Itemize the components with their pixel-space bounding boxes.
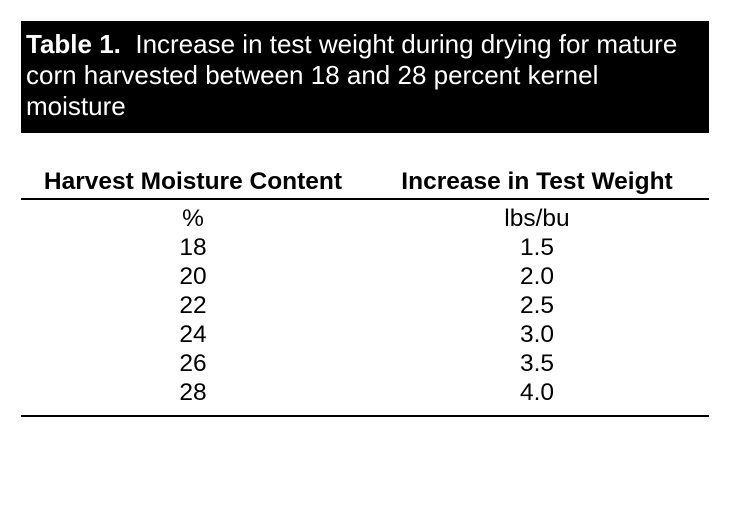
data-table: Harvest Moisture Content Increase in Tes… bbox=[21, 167, 709, 417]
table-row: 28 4.0 bbox=[21, 378, 709, 417]
cell-moisture: 24 bbox=[179, 321, 207, 348]
cell-test-weight: 2.0 bbox=[519, 263, 555, 290]
unit-moisture: % bbox=[182, 205, 204, 232]
cell-test-weight: 3.0 bbox=[519, 321, 555, 348]
cell-test-weight: 1.5 bbox=[519, 234, 555, 261]
cell-test-weight: 4.0 bbox=[365, 378, 709, 417]
cell-test-weight: 2.5 bbox=[519, 292, 555, 319]
header-test-weight-increase: Increase in Test Weight bbox=[365, 167, 709, 200]
cell-test-weight: 3.5 bbox=[519, 350, 555, 377]
table-row: 22 2.5 bbox=[21, 291, 709, 320]
table-caption-text: Increase in test weight during drying fo… bbox=[26, 29, 678, 121]
cell-moisture: 18 bbox=[179, 234, 207, 261]
table-row: 24 3.0 bbox=[21, 320, 709, 349]
units-row: % lbs/bu bbox=[21, 199, 709, 233]
unit-test-weight: lbs/bu bbox=[504, 205, 570, 232]
table-row: 26 3.5 bbox=[21, 349, 709, 378]
data-table-container: Harvest Moisture Content Increase in Tes… bbox=[21, 167, 709, 417]
header-harvest-moisture: Harvest Moisture Content bbox=[21, 167, 365, 200]
table-caption: Table 1. Increase in test weight during … bbox=[21, 21, 709, 133]
cell-moisture: 28 bbox=[21, 378, 365, 417]
table-header-row: Harvest Moisture Content Increase in Tes… bbox=[21, 167, 709, 200]
table-row: 18 1.5 bbox=[21, 233, 709, 262]
table-caption-lead: Table 1. bbox=[26, 29, 121, 59]
table-row: 20 2.0 bbox=[21, 262, 709, 291]
cell-moisture: 22 bbox=[179, 292, 207, 319]
cell-moisture: 26 bbox=[179, 350, 207, 377]
cell-moisture: 20 bbox=[179, 263, 207, 290]
